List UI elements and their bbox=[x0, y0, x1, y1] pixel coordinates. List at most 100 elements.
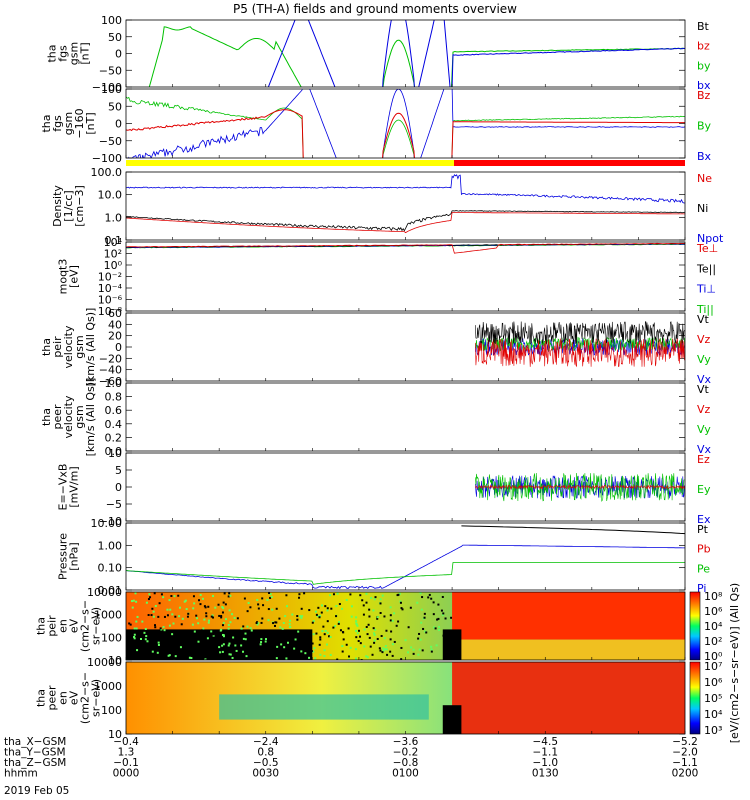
ion-pixel bbox=[384, 648, 387, 651]
ion-pixel bbox=[266, 648, 269, 651]
footer-value: −5.2 bbox=[672, 736, 698, 748]
y-tick-label: 0 bbox=[115, 341, 122, 354]
ion-pixel bbox=[152, 610, 155, 613]
ion-pixel bbox=[362, 613, 365, 616]
ion-pixel bbox=[222, 607, 225, 610]
ion-pixel bbox=[385, 648, 388, 651]
ion-pixel bbox=[269, 593, 272, 596]
series-Pe bbox=[126, 562, 685, 585]
ion-pixel bbox=[379, 602, 382, 605]
ion-pixel bbox=[163, 629, 166, 632]
ion-pixel bbox=[158, 602, 161, 605]
footer-value: −0.4 bbox=[113, 736, 139, 748]
ion-pixel bbox=[222, 601, 225, 604]
ion-pixel bbox=[341, 645, 344, 648]
ion-pixel bbox=[133, 633, 136, 636]
ion-pixel bbox=[143, 637, 146, 640]
footer-value: −0.5 bbox=[253, 757, 279, 769]
plot-area-efield bbox=[475, 472, 685, 502]
ion-pixel bbox=[256, 623, 259, 626]
ion-pixel bbox=[264, 638, 267, 641]
legend-dens-2: Npot bbox=[697, 232, 724, 245]
ion-pixel bbox=[319, 636, 322, 639]
y-tick-label: −20 bbox=[99, 352, 122, 365]
ion-pixel bbox=[176, 634, 179, 637]
ion-pixel bbox=[326, 609, 329, 612]
ion-pixel bbox=[355, 657, 358, 660]
footer-value: 0000 bbox=[113, 768, 140, 780]
ion-pixel bbox=[296, 645, 299, 648]
ion-pixel bbox=[308, 656, 311, 659]
ion-pixel bbox=[333, 625, 336, 628]
ion-pixel bbox=[242, 625, 245, 628]
ion-pixel bbox=[222, 633, 225, 636]
ion-pixel bbox=[416, 601, 419, 604]
footer-value: −0.1 bbox=[113, 757, 139, 769]
y-axis-label: thafgsgsm−160[nT] bbox=[40, 108, 97, 138]
ion-pixel bbox=[365, 625, 368, 628]
y-axis-label: thapeervelocitygsm[km/s (All Qs)] bbox=[40, 378, 97, 457]
ion-pixel bbox=[338, 603, 341, 606]
ion-pixel bbox=[214, 606, 217, 609]
ion-pixel bbox=[326, 620, 329, 623]
ion-pixel bbox=[338, 621, 341, 624]
ion-pixel bbox=[381, 594, 384, 597]
ion-pixel bbox=[278, 617, 281, 620]
y-axis-label: Pressure[nPa] bbox=[57, 533, 81, 580]
ion-pixel bbox=[244, 632, 247, 635]
ion-pixel bbox=[330, 607, 333, 610]
ion-pixel bbox=[193, 630, 196, 633]
footer-value: −2.0 bbox=[672, 747, 698, 759]
footer-value: 1.3 bbox=[118, 747, 135, 759]
ion-pixel bbox=[129, 623, 132, 626]
ion-pixel bbox=[355, 636, 358, 639]
cb-ion-tick: 10⁰ bbox=[704, 650, 723, 663]
ion-pixel bbox=[342, 631, 345, 634]
ion-spectrogram-low bbox=[452, 639, 685, 660]
ion-pixel bbox=[221, 644, 224, 647]
ion-pixel bbox=[180, 623, 183, 626]
ion-pixel bbox=[275, 607, 278, 610]
y-tick-label: 100.0 bbox=[91, 166, 123, 179]
ion-pixel bbox=[205, 612, 208, 615]
ion-pixel bbox=[337, 622, 340, 625]
y-tick-label: 10⁻⁶ bbox=[98, 294, 123, 307]
y-tick-label: 60 bbox=[108, 307, 122, 320]
ion-pixel bbox=[179, 650, 182, 653]
y-tick-label: −50 bbox=[99, 135, 122, 148]
ion-pixel bbox=[229, 594, 232, 597]
y-tick-label: 100 bbox=[101, 704, 122, 717]
series-bx bbox=[267, 20, 685, 87]
ion-pixel bbox=[264, 648, 267, 651]
y-tick-label: 0.01 bbox=[98, 584, 123, 597]
panel-frame bbox=[125, 382, 686, 452]
ion-pixel bbox=[172, 622, 175, 625]
plot-area-dens bbox=[126, 174, 685, 234]
footer-row-label: hhmm bbox=[4, 768, 38, 780]
ion-pixel bbox=[178, 615, 181, 618]
mode-bar-slow bbox=[126, 160, 454, 166]
legend-fgs2-0: Bz bbox=[697, 89, 711, 102]
ion-pixel bbox=[181, 617, 184, 620]
date-label: 2019 Feb 05 bbox=[4, 785, 69, 797]
ion-pixel bbox=[423, 616, 426, 619]
series-Ni bbox=[126, 210, 685, 232]
ion-pixel bbox=[244, 638, 247, 641]
ion-pixel bbox=[133, 636, 136, 639]
ion-pixel bbox=[240, 644, 243, 647]
ion-pixel bbox=[294, 638, 297, 641]
y-tick-label: −10 bbox=[99, 515, 122, 528]
ion-pixel bbox=[221, 611, 224, 614]
ion-pixel bbox=[291, 613, 294, 616]
ion-pixel bbox=[197, 640, 200, 643]
ion-pixel bbox=[168, 624, 171, 627]
ion-pixel bbox=[207, 621, 210, 624]
ion-pixel bbox=[349, 593, 352, 596]
ion-pixel bbox=[171, 613, 174, 616]
y-tick-label: 10⁻² bbox=[98, 271, 122, 284]
ion-pixel bbox=[393, 640, 396, 643]
ion-pixel bbox=[430, 645, 433, 648]
electron-spectrogram-band bbox=[219, 694, 429, 720]
ion-pixel bbox=[228, 642, 231, 645]
ion-pixel bbox=[412, 652, 415, 655]
